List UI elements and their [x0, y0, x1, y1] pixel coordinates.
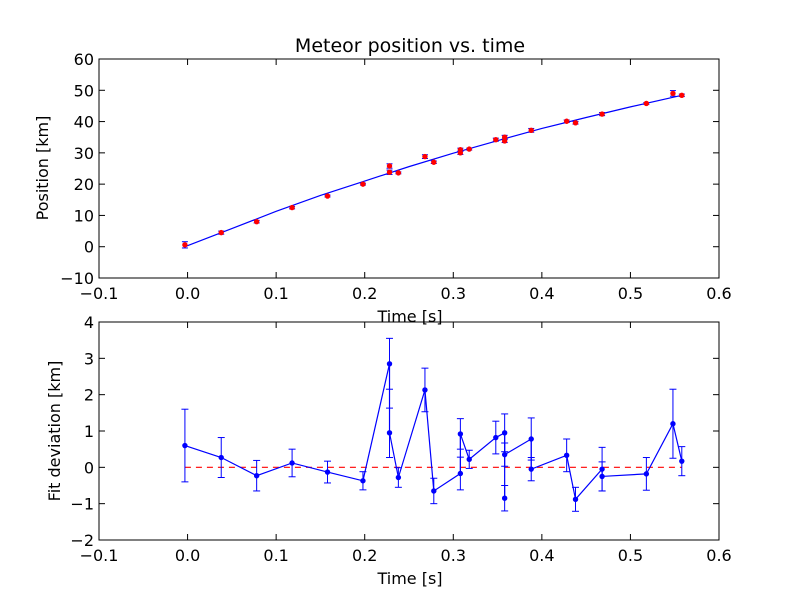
deviation-data-point — [457, 470, 464, 477]
position-data-point — [572, 120, 579, 126]
deviation-data-point — [324, 469, 331, 475]
deviation-x-tick-label: 0.0 — [175, 546, 200, 565]
position-data-point — [643, 100, 650, 107]
deviation-data-point — [386, 430, 393, 436]
position-x-tick-label: 0.5 — [618, 284, 643, 303]
position-data-point — [431, 159, 437, 165]
position-data-point — [599, 111, 605, 117]
position-data-point — [360, 181, 366, 187]
position-plot-area — [181, 90, 685, 249]
deviation-data-point — [501, 495, 508, 501]
deviation-data-point — [679, 458, 685, 464]
position-x-tick-label: 0.2 — [352, 284, 377, 303]
position-data-point — [324, 193, 331, 199]
position-data-point — [422, 153, 428, 160]
deviation-data-point — [670, 421, 676, 427]
deviation-chart: −0.1 0.0 0.1 0.2 0.3 0.4 0.5 0.6 −2 −1 0 1 2 3 4 Time… — [45, 313, 732, 588]
position-x-tick-label: −0.1 — [80, 284, 119, 303]
deviation-data-point — [493, 434, 499, 441]
deviation-plot-area — [181, 337, 686, 512]
position-y-ticks: −10 0 10 20 30 40 50 60 — [60, 50, 719, 288]
position-y-tick-label: 60 — [74, 50, 94, 69]
position-y-tick-label: 10 — [74, 206, 94, 225]
position-y-tick-label: 20 — [74, 175, 94, 194]
position-x-axis-label: Time [s] — [376, 307, 442, 326]
position-x-tick-label: 0.4 — [529, 284, 554, 303]
position-x-tick-label: 0.3 — [441, 284, 466, 303]
deviation-y-tick-label: 1 — [84, 422, 94, 441]
position-y-tick-label: 0 — [84, 238, 94, 257]
deviation-data-point — [457, 431, 464, 437]
position-y-axis-label: Position [km] — [33, 116, 52, 221]
deviation-data-point — [563, 452, 570, 459]
position-x-ticks: −0.1 0.0 0.1 0.2 0.3 0.4 0.5 0.6 — [80, 59, 732, 303]
deviation-y-tick-label: 0 — [84, 458, 94, 477]
position-chart-title: Meteor position vs. time — [295, 35, 525, 57]
position-y-tick-label: 40 — [74, 113, 94, 132]
deviation-y-tick-label: 3 — [84, 349, 94, 368]
position-x-tick-label: 0.6 — [706, 284, 731, 303]
deviation-x-ticks: −0.1 0.0 0.1 0.2 0.3 0.4 0.5 0.6 — [80, 322, 732, 565]
deviation-y-tick-label: 2 — [84, 386, 94, 405]
deviation-data-point — [643, 471, 650, 477]
deviation-data-point — [253, 472, 260, 479]
position-x-tick-label: 0.1 — [263, 284, 288, 303]
deviation-x-axis-label: Time [s] — [376, 569, 442, 588]
deviation-data-point — [528, 436, 534, 442]
position-data-point — [493, 137, 499, 143]
deviation-x-tick-label: 0.1 — [263, 546, 288, 565]
position-data-point — [457, 150, 464, 156]
position-data-point — [395, 170, 402, 176]
deviation-y-ticks: −2 −1 0 1 2 3 4 — [70, 313, 719, 550]
deviation-y-axis-label: Fit deviation [km] — [45, 361, 64, 502]
deviation-x-tick-label: 0.4 — [529, 546, 554, 565]
deviation-data-point — [528, 466, 534, 472]
deviation-data-point — [466, 456, 472, 463]
deviation-x-tick-label: 0.5 — [618, 546, 643, 565]
deviation-x-tick-label: 0.3 — [441, 546, 466, 565]
position-data-point — [670, 90, 676, 97]
position-plot-frame — [98, 58, 720, 279]
position-data-point — [218, 229, 224, 236]
deviation-data-point — [289, 460, 295, 466]
position-data-point — [528, 127, 534, 134]
position-x-tick-label: 0.0 — [175, 284, 200, 303]
fit-line — [184, 94, 682, 248]
position-data-point — [386, 163, 393, 169]
deviation-data-point — [182, 442, 188, 449]
deviation-data-point — [599, 473, 605, 480]
position-data-point — [386, 169, 393, 175]
position-y-tick-label: 50 — [74, 81, 94, 100]
position-data-point — [466, 146, 472, 152]
position-data-point — [253, 218, 260, 225]
position-data-point — [289, 204, 295, 211]
deviation-data-point — [501, 430, 508, 436]
position-data-point — [182, 242, 188, 248]
position-chart: Meteor position vs. time −0.1 0.0 0.1 0.2 0.… — [33, 35, 732, 326]
deviation-data-point — [386, 361, 393, 367]
deviation-x-tick-label: 0.2 — [352, 546, 377, 565]
deviation-y-tick-label: −2 — [70, 531, 94, 550]
deviation-data-point — [395, 474, 402, 481]
deviation-data-point — [431, 488, 437, 494]
deviation-x-tick-label: 0.6 — [706, 546, 731, 565]
position-data-point — [679, 92, 685, 98]
position-data-point — [501, 138, 508, 144]
deviation-data-point — [572, 496, 579, 503]
position-y-tick-label: 30 — [74, 144, 94, 163]
deviation-x-tick-label: −0.1 — [80, 546, 119, 565]
position-data-point — [563, 118, 570, 124]
position-y-tick-label: −10 — [60, 269, 94, 288]
deviation-y-tick-label: 4 — [84, 313, 94, 332]
deviation-data-point — [422, 387, 428, 393]
deviation-data-point — [360, 478, 366, 484]
deviation-data-point — [501, 451, 508, 458]
deviation-data-point — [218, 454, 224, 461]
deviation-y-tick-label: −1 — [70, 495, 94, 514]
